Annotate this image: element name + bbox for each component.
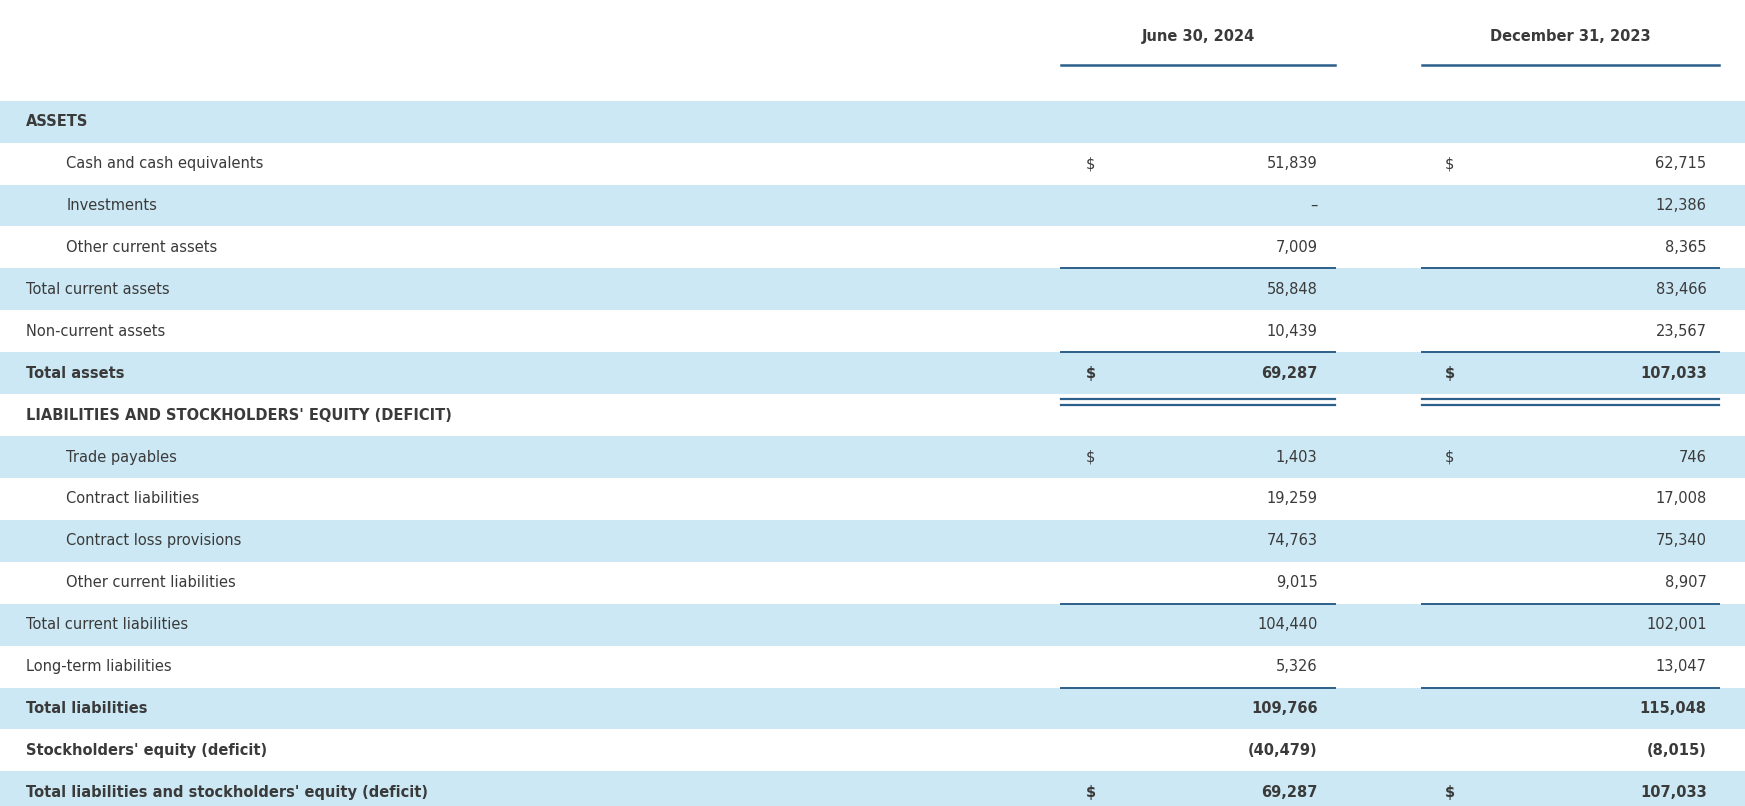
Bar <box>0 520 1745 562</box>
Text: 74,763: 74,763 <box>1267 534 1317 548</box>
Text: 13,047: 13,047 <box>1656 659 1707 674</box>
Text: Other current liabilities: Other current liabilities <box>66 575 236 590</box>
Text: ASSETS: ASSETS <box>26 114 89 129</box>
Text: 7,009: 7,009 <box>1276 240 1317 255</box>
Text: 62,715: 62,715 <box>1656 156 1707 171</box>
Text: Contract liabilities: Contract liabilities <box>66 492 199 506</box>
Text: $: $ <box>1085 156 1094 171</box>
Text: $: $ <box>1085 785 1096 800</box>
Text: $: $ <box>1085 366 1096 380</box>
Bar <box>0 310 1745 352</box>
Text: Total liabilities and stockholders' equity (deficit): Total liabilities and stockholders' equi… <box>26 785 428 800</box>
Bar <box>0 771 1745 806</box>
Text: 10,439: 10,439 <box>1267 324 1317 339</box>
Text: 8,907: 8,907 <box>1665 575 1707 590</box>
Text: 69,287: 69,287 <box>1262 366 1317 380</box>
Text: $: $ <box>1085 450 1094 464</box>
Text: 107,033: 107,033 <box>1640 785 1707 800</box>
Bar <box>0 478 1745 520</box>
Text: $: $ <box>1445 156 1454 171</box>
Bar <box>0 226 1745 268</box>
Bar <box>0 143 1745 185</box>
Text: December 31, 2023: December 31, 2023 <box>1490 29 1651 44</box>
Text: –: – <box>1310 198 1317 213</box>
Bar <box>0 729 1745 771</box>
Text: Non-current assets: Non-current assets <box>26 324 166 339</box>
Text: 69,287: 69,287 <box>1262 785 1317 800</box>
Text: 104,440: 104,440 <box>1256 617 1317 632</box>
Text: Cash and cash equivalents: Cash and cash equivalents <box>66 156 263 171</box>
Text: 83,466: 83,466 <box>1656 282 1707 297</box>
Text: Total current liabilities: Total current liabilities <box>26 617 188 632</box>
Text: Trade payables: Trade payables <box>66 450 178 464</box>
Text: (40,479): (40,479) <box>1248 743 1317 758</box>
Text: 109,766: 109,766 <box>1251 701 1317 716</box>
Text: (8,015): (8,015) <box>1647 743 1707 758</box>
Text: 9,015: 9,015 <box>1276 575 1317 590</box>
Text: $: $ <box>1445 785 1455 800</box>
Bar <box>0 394 1745 436</box>
Text: $: $ <box>1445 366 1455 380</box>
Bar <box>0 268 1745 310</box>
Text: LIABILITIES AND STOCKHOLDERS' EQUITY (DEFICIT): LIABILITIES AND STOCKHOLDERS' EQUITY (DE… <box>26 408 452 422</box>
Text: 5,326: 5,326 <box>1276 659 1317 674</box>
Bar <box>0 101 1745 143</box>
Text: $: $ <box>1445 450 1454 464</box>
Text: 58,848: 58,848 <box>1267 282 1317 297</box>
Bar <box>0 185 1745 226</box>
Text: 75,340: 75,340 <box>1656 534 1707 548</box>
Text: 12,386: 12,386 <box>1656 198 1707 213</box>
Text: 115,048: 115,048 <box>1640 701 1707 716</box>
Text: 102,001: 102,001 <box>1646 617 1707 632</box>
Text: 17,008: 17,008 <box>1656 492 1707 506</box>
Text: Stockholders' equity (deficit): Stockholders' equity (deficit) <box>26 743 267 758</box>
Text: 51,839: 51,839 <box>1267 156 1317 171</box>
Text: 19,259: 19,259 <box>1267 492 1317 506</box>
Text: Long-term liabilities: Long-term liabilities <box>26 659 171 674</box>
Text: Total assets: Total assets <box>26 366 124 380</box>
Text: Investments: Investments <box>66 198 157 213</box>
Text: Total liabilities: Total liabilities <box>26 701 148 716</box>
Text: Contract loss provisions: Contract loss provisions <box>66 534 243 548</box>
Bar <box>0 688 1745 729</box>
Text: Other current assets: Other current assets <box>66 240 218 255</box>
Bar <box>0 604 1745 646</box>
Text: 23,567: 23,567 <box>1656 324 1707 339</box>
Text: 1,403: 1,403 <box>1276 450 1317 464</box>
Bar <box>0 646 1745 688</box>
Bar <box>0 352 1745 394</box>
Text: June 30, 2024: June 30, 2024 <box>1141 29 1255 44</box>
Text: 746: 746 <box>1679 450 1707 464</box>
Bar <box>0 562 1745 604</box>
Text: Total current assets: Total current assets <box>26 282 169 297</box>
Text: 8,365: 8,365 <box>1665 240 1707 255</box>
Bar <box>0 436 1745 478</box>
Text: 107,033: 107,033 <box>1640 366 1707 380</box>
